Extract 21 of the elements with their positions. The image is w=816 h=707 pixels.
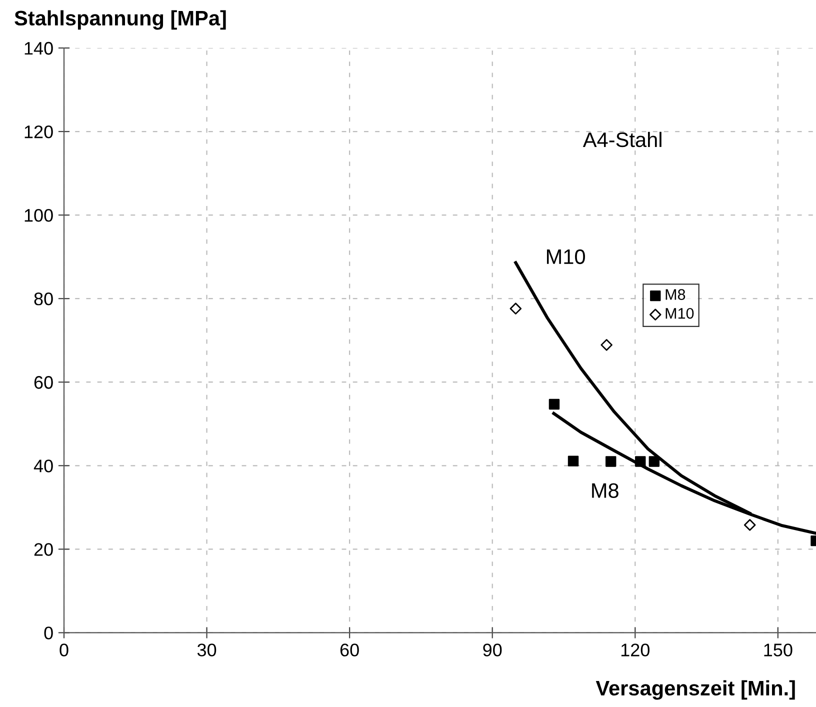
x-tick-label: 150 — [764, 644, 792, 656]
annotation: M8 — [592, 483, 618, 498]
x-tick-label: 90 — [483, 644, 502, 656]
annotation: A4-Stahl — [582, 132, 662, 148]
y-tick-label: 140 — [24, 42, 53, 55]
y-tick-label: 40 — [34, 460, 53, 472]
legend-label: M8 — [666, 289, 686, 300]
legend-label: M10 — [666, 308, 694, 319]
y-axis-title: Stahlspannung [MPa] — [14, 10, 226, 30]
x-axis-title: Versagenszeit [Min.] — [596, 680, 795, 700]
x-tick-label: 0 — [60, 644, 68, 656]
annotation: M10 — [546, 249, 585, 264]
y-tick-label: 100 — [24, 208, 53, 222]
x-tick-label: 60 — [340, 644, 359, 656]
y-tick-label: 120 — [24, 125, 53, 138]
x-tick-label: 30 — [197, 644, 216, 656]
y-tick-label: 80 — [34, 292, 53, 306]
y-tick-label: 0 — [44, 626, 53, 640]
y-tick-label: 60 — [34, 376, 53, 389]
x-tick-label: 120 — [621, 644, 650, 656]
y-tick-label: 20 — [34, 543, 53, 556]
